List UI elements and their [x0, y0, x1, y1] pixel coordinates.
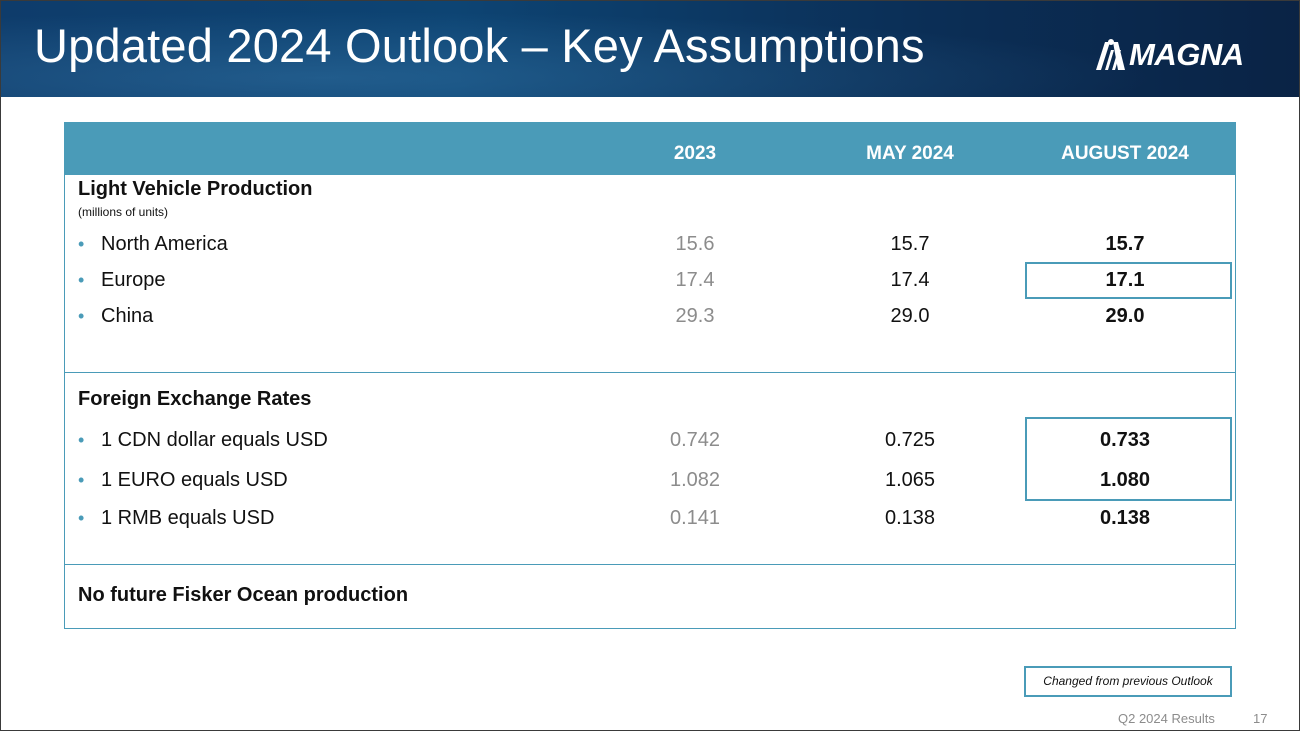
- changed-legend: Changed from previous Outlook: [1024, 666, 1232, 697]
- page-number: 17: [1253, 711, 1268, 726]
- table-header-row: 2023 MAY 2024 AUGUST 2024: [65, 123, 1235, 175]
- table-row: • Europe 17.4 17.4 17.1: [65, 265, 1235, 295]
- value-august-2024: 29.0: [1105, 305, 1145, 327]
- magna-logo-icon: [1096, 39, 1125, 70]
- section-title-fisker-ocean: No future Fisker Ocean production: [78, 584, 409, 606]
- table-row: • North America 15.6 15.7 15.7: [65, 229, 1235, 259]
- value-may-2024: 29.0: [890, 305, 930, 327]
- value-2023: 17.4: [675, 269, 715, 291]
- value-august-2024: 1.080: [1099, 469, 1151, 491]
- row-label: 1 EURO equals USD: [101, 469, 288, 491]
- value-2023: 0.141: [669, 507, 721, 529]
- table-row: • 1 EURO equals USD 1.082 1.065 1.080: [65, 465, 1235, 495]
- value-2023: 29.3: [675, 305, 715, 327]
- row-label: China: [101, 305, 154, 327]
- section-divider: [65, 564, 1235, 565]
- section-divider: [65, 372, 1235, 373]
- bullet-icon: •: [78, 470, 85, 490]
- bullet-icon: •: [78, 508, 85, 528]
- value-may-2024: 15.7: [890, 233, 930, 255]
- bullet-icon: •: [78, 306, 85, 326]
- column-header-august-2024: AUGUST 2024: [1061, 143, 1189, 164]
- changed-value-highlight: [1025, 262, 1232, 299]
- changed-value-highlight: [1025, 417, 1232, 501]
- table-row: • 1 RMB equals USD 0.141 0.138 0.138: [65, 503, 1235, 533]
- slide-header: Updated 2024 Outlook – Key Assumptions M…: [0, 0, 1300, 97]
- row-label: North America: [101, 233, 228, 255]
- column-header-may-2024: MAY 2024: [866, 143, 954, 164]
- section-subtitle-units: (millions of units): [78, 205, 169, 219]
- value-may-2024: 0.725: [884, 429, 936, 451]
- slide-title: Updated 2024 Outlook – Key Assumptions: [34, 19, 925, 72]
- bullet-icon: •: [78, 430, 85, 450]
- footer-label: Q2 2024 Results: [1118, 711, 1215, 726]
- logo-text: MAGNA: [1129, 37, 1244, 72]
- value-2023: 15.6: [675, 233, 715, 255]
- section-title-light-vehicle-production: Light Vehicle Production: [78, 178, 313, 200]
- value-august-2024: 17.1: [1105, 269, 1145, 291]
- table-row: • 1 CDN dollar equals USD 0.742 0.725 0.…: [65, 425, 1235, 455]
- value-august-2024: 15.7: [1105, 233, 1145, 255]
- value-may-2024: 17.4: [890, 269, 930, 291]
- value-may-2024: 1.065: [884, 469, 936, 491]
- row-label: Europe: [101, 269, 166, 291]
- value-august-2024: 0.733: [1099, 429, 1151, 451]
- value-2023: 1.082: [669, 469, 721, 491]
- assumptions-table: 2023 MAY 2024 AUGUST 2024 Light Vehicle …: [64, 122, 1236, 629]
- row-label: 1 CDN dollar equals USD: [101, 429, 328, 451]
- value-may-2024: 0.138: [884, 507, 936, 529]
- magna-logo: MAGNA: [1094, 38, 1244, 72]
- bullet-icon: •: [78, 234, 85, 254]
- table-row: • China 29.3 29.0 29.0: [65, 301, 1235, 331]
- value-2023: 0.742: [669, 429, 721, 451]
- column-header-2023: 2023: [673, 143, 717, 164]
- row-label: 1 RMB equals USD: [101, 507, 275, 529]
- bullet-icon: •: [78, 270, 85, 290]
- section-title-foreign-exchange-rates: Foreign Exchange Rates: [78, 388, 312, 410]
- value-august-2024: 0.138: [1099, 507, 1151, 529]
